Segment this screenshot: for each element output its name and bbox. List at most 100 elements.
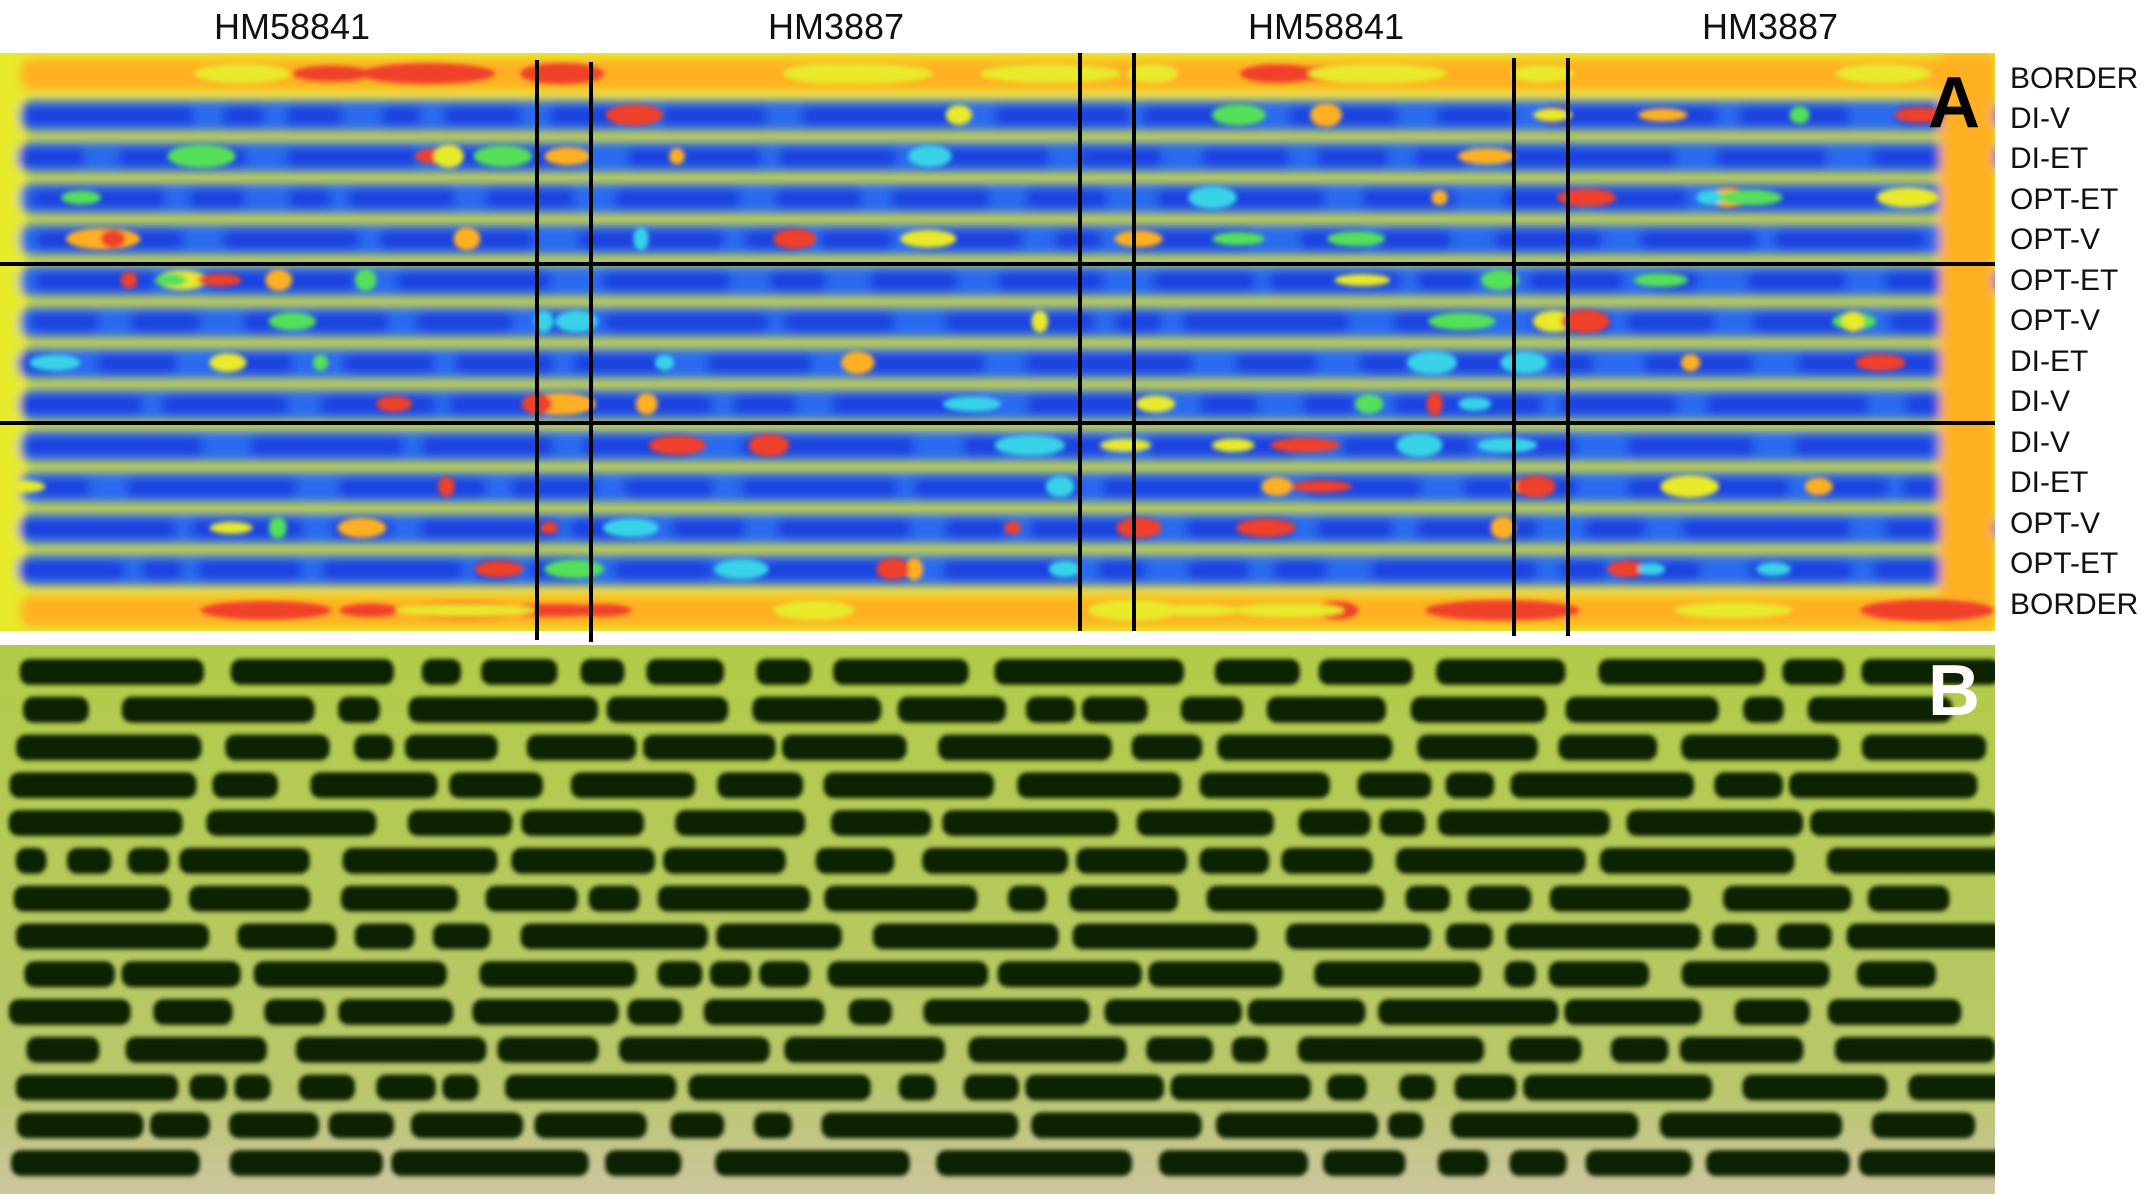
plant-row-segment: [1777, 923, 1832, 950]
heatmap-canopy: [1591, 188, 1689, 209]
plant-row-segment: [1827, 999, 1962, 1025]
heatmap-border-patch: [501, 603, 603, 617]
plant-row-segment: [295, 1036, 487, 1063]
treatment-label-8: DI-ET: [2010, 345, 2089, 378]
plant-row-segment: [753, 1112, 792, 1139]
heatmap-gap: [1407, 350, 1458, 375]
heatmap-canopy: [577, 230, 725, 250]
plant-row-segment: [485, 885, 578, 912]
heatmap-gap: [1354, 394, 1384, 414]
plant-row-segment: [1506, 923, 1701, 950]
heatmap-canopy: [623, 477, 714, 498]
plant-row-segment: [121, 696, 315, 723]
treatment-label-6: OPT-ET: [2010, 264, 2119, 297]
plant-row-segment: [405, 734, 498, 761]
heatmap-gap: [900, 229, 957, 248]
heatmap-canopy: [1793, 436, 1936, 456]
heatmap-gap: [1457, 148, 1516, 165]
plant-row-segment: [534, 1112, 647, 1139]
heatmap-canopy: [249, 436, 404, 456]
treatment-label-12: OPT-V: [2010, 507, 2101, 540]
heatmap-gap: [1426, 391, 1443, 416]
heatmap-canopy: [799, 106, 959, 126]
heatmap-gap: [1477, 437, 1538, 453]
plant-row-segment: [717, 772, 804, 799]
heatmap-gap: [1326, 231, 1386, 247]
plant-row-segment: [994, 659, 1184, 685]
plant-row-segment: [511, 847, 655, 874]
heatmap-gap: [1334, 273, 1391, 287]
heatmap-canopy: [1287, 106, 1400, 126]
plant-row-segment: [848, 999, 892, 1025]
heatmap-canopy: [993, 106, 1132, 126]
heatmap-gap: [905, 557, 924, 581]
heatmap-canopy: [1358, 354, 1413, 374]
heatmap-gap: [1004, 521, 1022, 535]
aerial-image: [0, 645, 1995, 1194]
heatmap-gap: [1789, 106, 1810, 124]
plant-row-segment: [1626, 810, 1804, 836]
heatmap-canopy: [1413, 147, 1470, 167]
heatmap-gap: [1876, 187, 1939, 208]
heatmap-canopy: [96, 354, 178, 374]
plant-row-segment: [1846, 923, 1995, 950]
hybrid-label-3: HM58841: [1247, 6, 1405, 47]
heatmap-canopy: [1558, 395, 1679, 415]
heatmap-gap: [155, 273, 187, 287]
heatmap-canopy: [140, 560, 183, 580]
heatmap-canopy: [414, 312, 514, 332]
plant-row-segment: [212, 772, 278, 799]
plant-row-segment: [442, 1074, 479, 1101]
heatmap-gap: [1291, 480, 1352, 493]
heatmap-gap: [268, 312, 317, 331]
heatmap-gap: [1490, 516, 1516, 540]
plant-row-segment: [1072, 923, 1258, 950]
heatmap-canopy: [29, 312, 100, 332]
plant-row-segment: [1158, 1150, 1309, 1176]
heatmap-canopy: [454, 354, 555, 374]
heatmap-gap: [1638, 108, 1688, 122]
heatmap-border-patch: [1152, 604, 1241, 617]
heatmap-gap: [544, 147, 591, 166]
heatmap-gap: [1396, 433, 1443, 458]
plant-row-segment: [391, 1150, 589, 1176]
plant-row-segment: [1438, 810, 1610, 836]
plant-row-segment: [1104, 999, 1242, 1025]
plant-row-segment: [1679, 1036, 1804, 1063]
heatmap-gap: [1607, 560, 1647, 578]
heatmap-canopy: [380, 106, 422, 126]
heatmap-canopy: [1815, 477, 1889, 498]
plant-row-segment: [1826, 847, 1995, 874]
plant-row-segment: [1281, 847, 1373, 874]
heatmap-gap: [438, 476, 455, 497]
plant-row-segment: [752, 696, 882, 723]
heatmap-canopy: [447, 395, 533, 415]
plant-row-segment: [1146, 1036, 1214, 1063]
heatmap-gap: [209, 353, 247, 373]
plant-row-segment: [376, 1074, 436, 1101]
plant-row-segment: [782, 734, 907, 761]
plant-row-segment: [15, 923, 210, 950]
heatmap-canopy: [1377, 230, 1453, 250]
heatmap-canopy: [1773, 230, 1927, 250]
heatmap-canopy: [10, 560, 126, 580]
heatmap-gap: [265, 269, 293, 291]
heatmap-gap: [1637, 562, 1666, 576]
heatmap-canopy: [612, 560, 714, 580]
heatmap-canopy: [943, 519, 1009, 539]
heatmap-gap: [453, 227, 481, 251]
plant-row-segment: [206, 810, 377, 836]
hybrid-label-2: HM3887: [767, 6, 905, 47]
plant-row-segment: [16, 1112, 144, 1139]
plant-row-segment: [1170, 1074, 1312, 1101]
plant-row-segment: [228, 1112, 320, 1139]
plant-row-segment: [968, 1036, 1127, 1063]
plant-row-segment: [23, 696, 89, 723]
heatmap-gap: [1431, 189, 1448, 206]
heatmap-canopy: [890, 188, 991, 209]
plant-row-segment: [923, 999, 1090, 1025]
plant-row-segment: [1871, 1112, 1976, 1139]
heatmap-canopy: [912, 477, 1083, 498]
heatmap-canopy: [1113, 312, 1163, 332]
heatmap-border-patch: [1510, 64, 1574, 83]
